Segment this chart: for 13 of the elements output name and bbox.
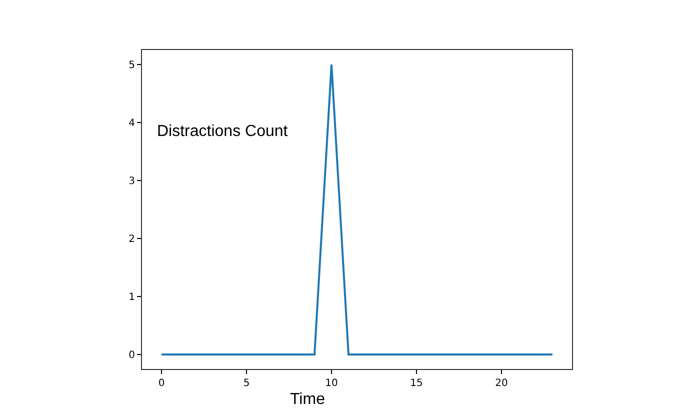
y-tick-label: 4: [128, 118, 135, 129]
y-tick-label: 3: [128, 176, 135, 187]
y-axis-title: Distractions Count: [157, 123, 288, 140]
x-tick-label: 10: [325, 378, 338, 389]
x-tick-label: 5: [243, 378, 250, 389]
y-tick-label: 2: [128, 234, 135, 245]
y-tick-label: 5: [128, 60, 135, 71]
x-tick-label: 0: [158, 378, 165, 389]
x-tick-label: 15: [410, 378, 423, 389]
y-tick-label: 0: [128, 350, 135, 361]
x-tick-label: 20: [495, 378, 508, 389]
y-tick-label: 1: [128, 292, 135, 303]
x-axis-title: Time: [290, 391, 326, 408]
